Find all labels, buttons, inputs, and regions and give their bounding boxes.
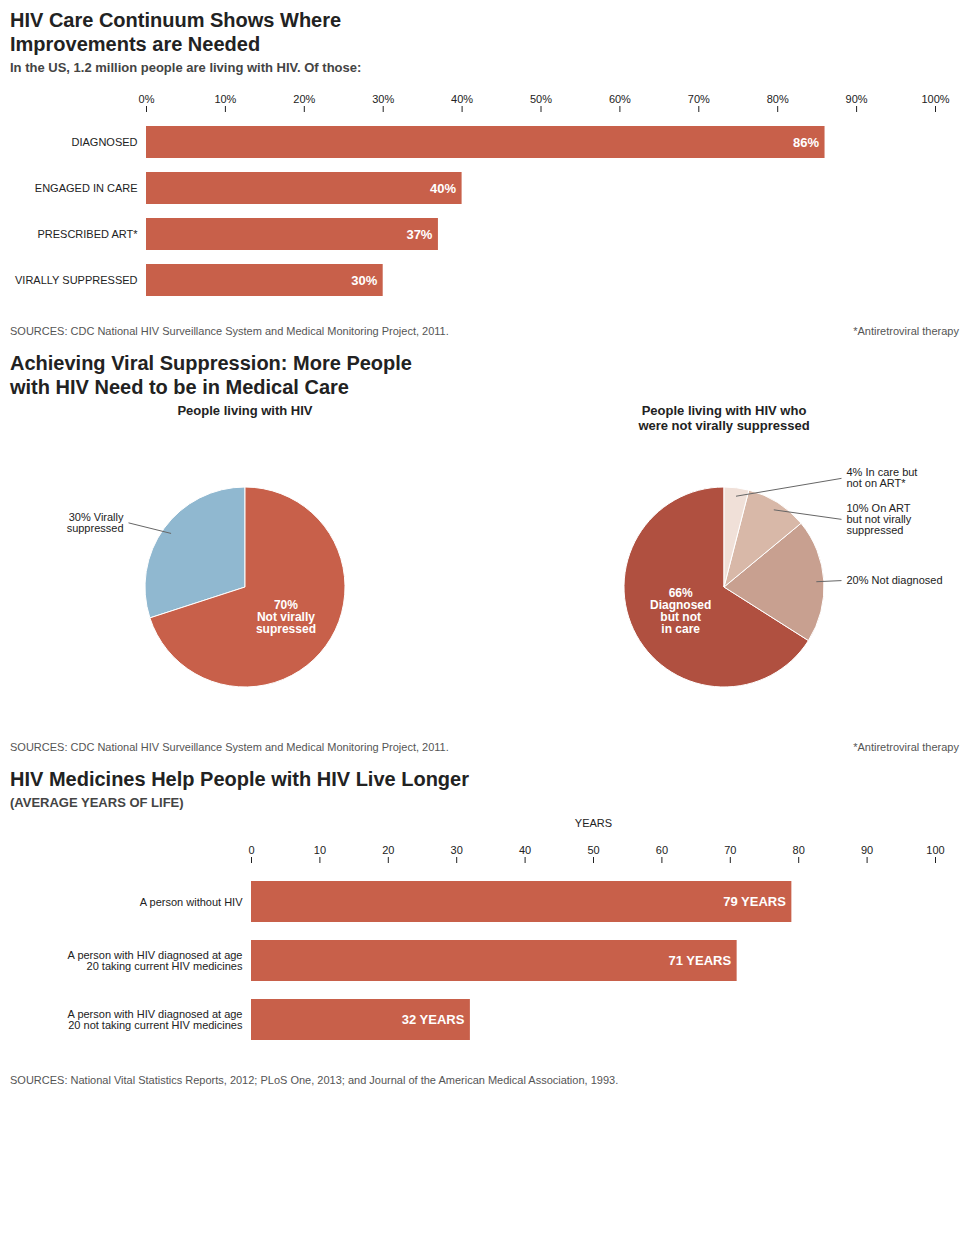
svg-text:30%: 30% [372, 93, 394, 105]
svg-text:80%: 80% [767, 93, 789, 105]
svg-text:50: 50 [587, 844, 599, 856]
svg-text:90: 90 [861, 844, 873, 856]
svg-text:86%: 86% [793, 134, 819, 150]
svg-text:40%: 40% [430, 181, 456, 196]
svg-text:30% Virallysuppressed: 30% Virallysuppressed [67, 511, 124, 534]
html-text:*Antiretroviral therapy: *Antiretroviral therapy [853, 741, 959, 753]
svg-text:10%: 10% [214, 93, 236, 105]
svg-text:80: 80 [793, 844, 805, 856]
svg-text:A person without HIV: A person without HIV [140, 896, 243, 908]
svg-text:20% Not diagnosed: 20% Not diagnosed [847, 574, 943, 586]
html-text:SOURCES: CDC National HIV Surv: SOURCES: CDC National HIV Surveillance S… [10, 325, 449, 337]
svg-text:0: 0 [248, 844, 254, 856]
svg-text:66%Diagnosedbut notin care: 66%Diagnosedbut notin care [650, 586, 711, 636]
html-text:*Antiretroviral therapy: *Antiretroviral therapy [853, 325, 959, 337]
svg-text:70: 70 [724, 844, 736, 856]
svg-text:20%: 20% [293, 93, 315, 105]
svg-text:YEARS: YEARS [575, 817, 612, 829]
html-text:People living with HIV: People living with HIV [177, 403, 313, 418]
svg-text:30: 30 [451, 844, 463, 856]
svg-text:60: 60 [656, 844, 668, 856]
svg-text:4% In care butnot on ART*: 4% In care butnot on ART* [847, 466, 918, 489]
svg-text:100%: 100% [921, 93, 949, 105]
svg-text:40: 40 [519, 844, 531, 856]
svg-text:20: 20 [382, 844, 394, 856]
svg-text:10% On ARTbut not virallysuppr: 10% On ARTbut not virallysuppressed [847, 502, 912, 536]
svg-text:71 YEARS: 71 YEARS [668, 953, 731, 968]
html-text:Achieving Viral Suppression: M: Achieving Viral Suppression: More People… [10, 352, 412, 398]
svg-text:10: 10 [314, 844, 326, 856]
html-text:HIV Medicines Help People with: HIV Medicines Help People with HIV Live … [10, 768, 469, 790]
svg-text:30%: 30% [351, 273, 377, 288]
svg-text:70%: 70% [688, 93, 710, 105]
svg-text:A person with HIV diagnosed at: A person with HIV diagnosed at age20 tak… [68, 949, 243, 972]
svg-text:ENGAGED IN CARE: ENGAGED IN CARE [35, 182, 138, 194]
svg-text:79 YEARS: 79 YEARS [723, 894, 786, 910]
svg-text:90%: 90% [846, 93, 868, 105]
svg-text:60%: 60% [609, 93, 631, 105]
svg-text:0%: 0% [139, 93, 155, 105]
svg-text:40%: 40% [451, 93, 473, 105]
html-text:SOURCES: National Vital Statis: SOURCES: National Vital Statistics Repor… [10, 1074, 619, 1086]
svg-text:37%: 37% [406, 227, 432, 242]
svg-text:A person with HIV diagnosed at: A person with HIV diagnosed at age20 not… [68, 1008, 243, 1031]
html-text:People living with HIV who wer: People living with HIV who were not vira… [638, 403, 810, 433]
svg-text:70%Not virallysupressed: 70%Not virallysupressed [256, 598, 316, 636]
svg-text:50%: 50% [530, 93, 552, 105]
svg-text:32 YEARS: 32 YEARS [402, 1012, 465, 1027]
html-text:(AVERAGE YEARS OF LIFE): (AVERAGE YEARS OF LIFE) [10, 795, 184, 810]
html-text:SOURCES: CDC National HIV Surv: SOURCES: CDC National HIV Surveillance S… [10, 741, 449, 753]
svg-text:VIRALLY SUPPRESSED: VIRALLY SUPPRESSED [15, 274, 138, 286]
html-text:In the US, 1.2 million people: In the US, 1.2 million people are living… [10, 60, 362, 75]
html-text:HIV Care Continuum Shows Where: HIV Care Continuum Shows Where Improveme… [10, 9, 342, 55]
svg-text:PRESCRIBED ART*: PRESCRIBED ART* [37, 228, 138, 240]
svg-text:100: 100 [926, 844, 944, 856]
svg-text:DIAGNOSED: DIAGNOSED [71, 136, 137, 148]
